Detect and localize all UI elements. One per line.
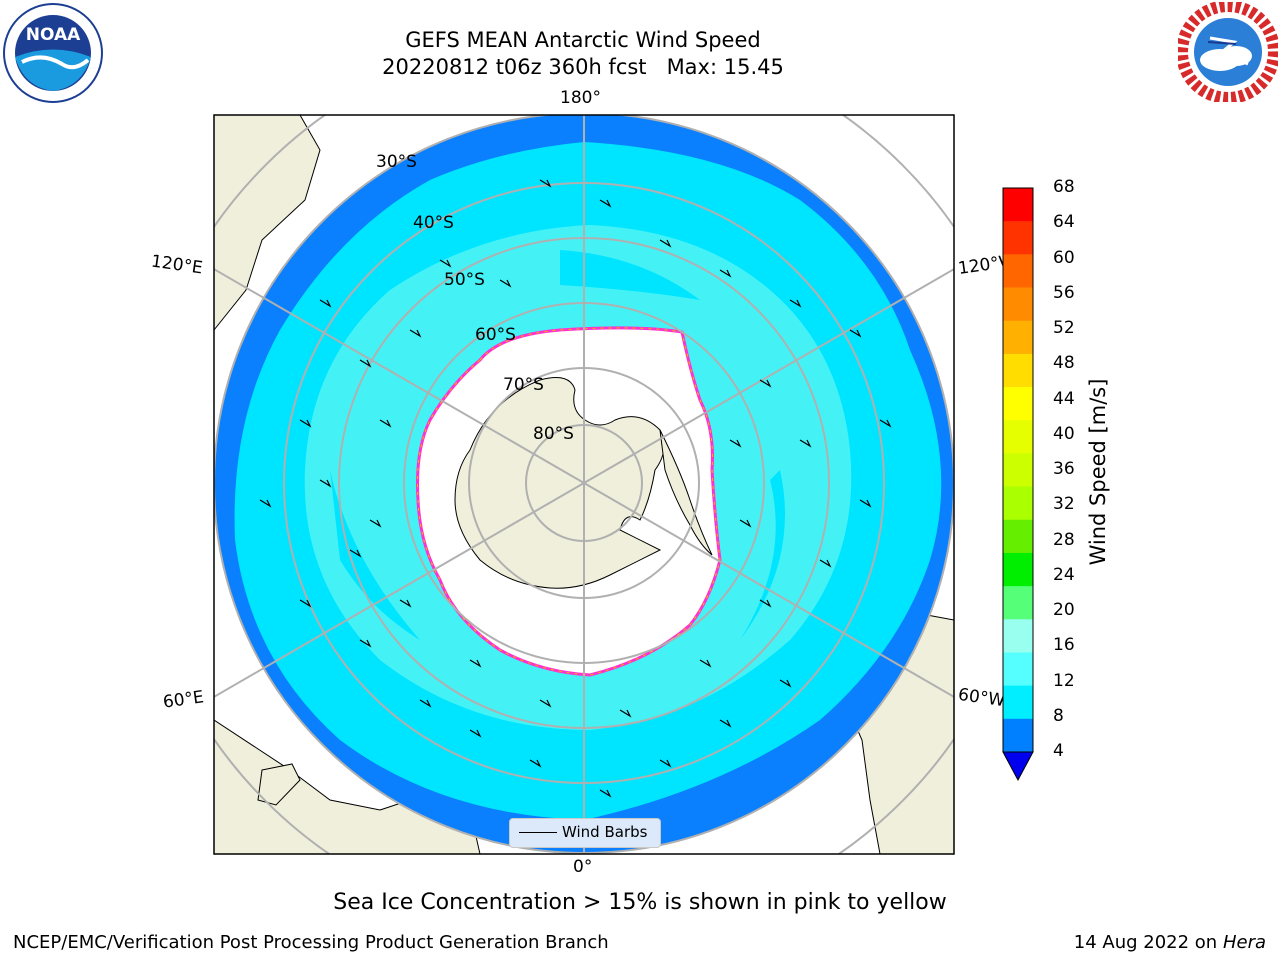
colorbar-tick-label: 36 [1053,459,1075,479]
colorbar-band [1003,586,1033,620]
colorbar-band [1003,718,1033,753]
lat-label-60s: 60°S [475,325,516,345]
noaa-logo-text: NOAA [26,25,81,45]
colorbar-tick-label: 40 [1053,423,1075,444]
colorbar-tick-label: 4 [1053,741,1064,761]
footer-host: Hera [1222,932,1266,953]
legend-label: Wind Barbs [562,823,648,841]
colorbar-tick-label: 12 [1053,670,1075,691]
wind-barbs [259,179,892,798]
colorbar-band [1003,287,1033,322]
chart-title: GEFS MEAN Antarctic Wind Speed [405,28,761,52]
colorbar-band [1003,320,1033,355]
colorbar-band [1003,685,1033,720]
lat-label-40s: 40°S [413,213,454,233]
footer-credit: NCEP/EMC/Verification Post Processing Pr… [13,932,609,953]
colorbar-tick-label: 16 [1053,635,1075,656]
colorbar-band [1003,254,1033,289]
colorbar-band [1003,619,1033,653]
colorbar-band [1003,188,1033,222]
colorbar-tick-label: 48 [1053,353,1075,374]
noaa-logo: NOAA [3,3,103,103]
land-antarctic-peninsula [659,429,713,556]
lat-label-50s: 50°S [444,270,485,290]
graticule [214,115,954,854]
caption: Sea Ice Concentration > 15% is shown in … [333,890,947,915]
colorbar-tick-label: 68 [1053,177,1075,197]
chart-subtitle: 20220812 t06z 360h fcst Max: 15.45 [382,55,784,79]
colorbar-tick-label: 24 [1053,564,1075,585]
colorbar-tick-label: 60 [1053,247,1075,268]
colorbar-tick-label: 8 [1053,705,1064,726]
lon-label-top: 180° [560,88,601,108]
colorbar-band [1003,353,1033,388]
colorbar-frame [1002,187,1034,753]
lat-label-80s: 80°S [533,424,574,444]
colorbar-band [1003,221,1033,255]
legend-wind-barb-line [519,832,557,833]
colorbar-tick-label: 52 [1053,318,1075,338]
colorbar-tick-label: 64 [1053,212,1075,233]
colorbar-tick-label: 20 [1053,600,1075,620]
lon-label-bottom: 0° [573,857,593,877]
lat-label-70s: 70°S [503,375,544,395]
lat-label-30s: 30°S [376,152,417,172]
map-frame [213,114,955,855]
colorbar-tick-label: 32 [1053,494,1075,515]
map-legend: Wind Barbs [509,818,661,848]
colorbar-tick-label: 44 [1053,388,1075,409]
colorbar-band [1003,652,1033,687]
land-australia [214,115,321,331]
colorbar [1002,187,1034,782]
colorbar-band [1003,486,1033,521]
footer-date-text: 14 Aug 2022 on [1073,932,1218,953]
nws-logo [1178,2,1278,102]
colorbar-band [1003,420,1033,454]
colorbar-band [1003,453,1033,488]
colorbar-band [1003,552,1033,587]
colorbar-band [1003,519,1033,554]
colorbar-under-arrow [1002,751,1034,782]
colorbar-title: Wind Speed [m/s] [1086,378,1110,566]
colorbar-band [1003,387,1033,421]
footer-date: 14 Aug 2022 on Hera [1074,932,1266,953]
land-antarctica [454,377,665,589]
colorbar-tick-label: 56 [1053,282,1075,303]
colorbar-tick-label: 28 [1053,529,1075,550]
